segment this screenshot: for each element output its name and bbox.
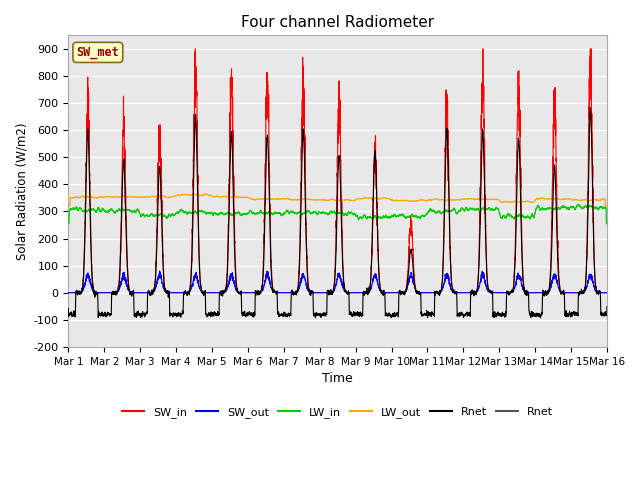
Title: Four channel Radiometer: Four channel Radiometer (241, 15, 434, 30)
Legend: SW_in, SW_out, LW_in, LW_out, Rnet, Rnet: SW_in, SW_out, LW_in, LW_out, Rnet, Rnet (117, 402, 558, 422)
X-axis label: Time: Time (323, 372, 353, 385)
Y-axis label: Solar Radiation (W/m2): Solar Radiation (W/m2) (15, 122, 28, 260)
Text: SW_met: SW_met (77, 46, 119, 59)
